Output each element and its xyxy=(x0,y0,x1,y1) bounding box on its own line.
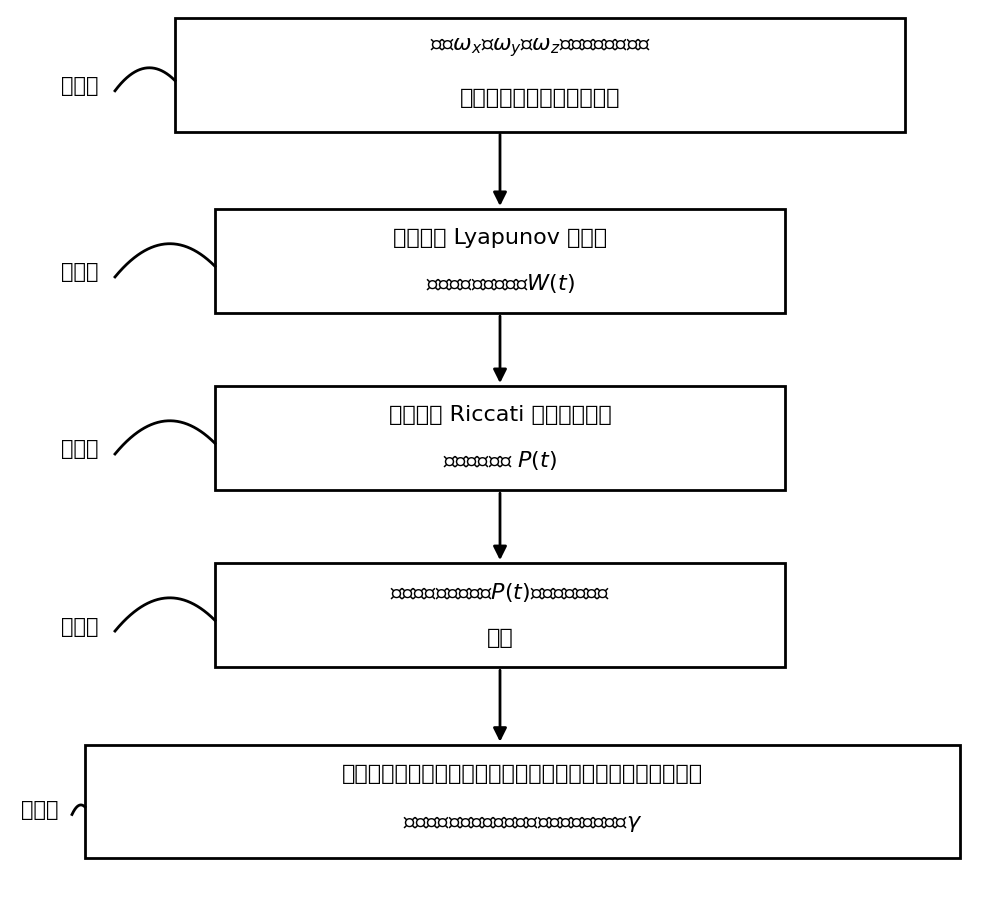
Text: 足设计要求则返回步骤二，重新选择设计参数$\gamma$: 足设计要求则返回步骤二，重新选择设计参数$\gamma$ xyxy=(403,814,642,834)
Text: 制器: 制器 xyxy=(487,627,513,648)
Text: 步骤四: 步骤四 xyxy=(61,617,99,637)
Text: 步骤五: 步骤五 xyxy=(21,800,59,820)
Text: 步骤三: 步骤三 xyxy=(61,439,99,459)
Text: 量卫星的线性化动力学模型: 量卫星的线性化动力学模型 xyxy=(460,87,620,108)
Text: 根据$\omega_x$、$\omega_y$、$\omega_z$等建立磁控偏置动: 根据$\omega_x$、$\omega_y$、$\omega_z$等建立磁控偏… xyxy=(430,36,650,59)
Text: 步骤二: 步骤二 xyxy=(61,262,99,282)
Text: 得到周期 Riccati 微分方程的极: 得到周期 Riccati 微分方程的极 xyxy=(389,405,611,426)
Text: 求解周期 Lyapunov 微分方: 求解周期 Lyapunov 微分方 xyxy=(393,228,607,249)
Bar xyxy=(85,745,960,858)
Text: 检验闭环系统对应的控制力矩的幅值是否满足设计要求，不满: 检验闭环系统对应的控制力矩的幅值是否满足设计要求，不满 xyxy=(342,764,703,785)
Text: 根据极大周期对称解$P(t)$设计状态反馈控: 根据极大周期对称解$P(t)$设计状态反馈控 xyxy=(390,581,610,604)
Bar xyxy=(215,386,785,490)
Bar xyxy=(215,209,785,313)
Text: 步骤一: 步骤一 xyxy=(61,76,99,96)
Bar xyxy=(215,563,785,667)
Text: 程的唯一周期正定解$W(t)$: 程的唯一周期正定解$W(t)$ xyxy=(426,272,574,295)
Bar xyxy=(175,18,905,132)
Text: 大周期对称解 $P(t)$: 大周期对称解 $P(t)$ xyxy=(443,449,557,472)
